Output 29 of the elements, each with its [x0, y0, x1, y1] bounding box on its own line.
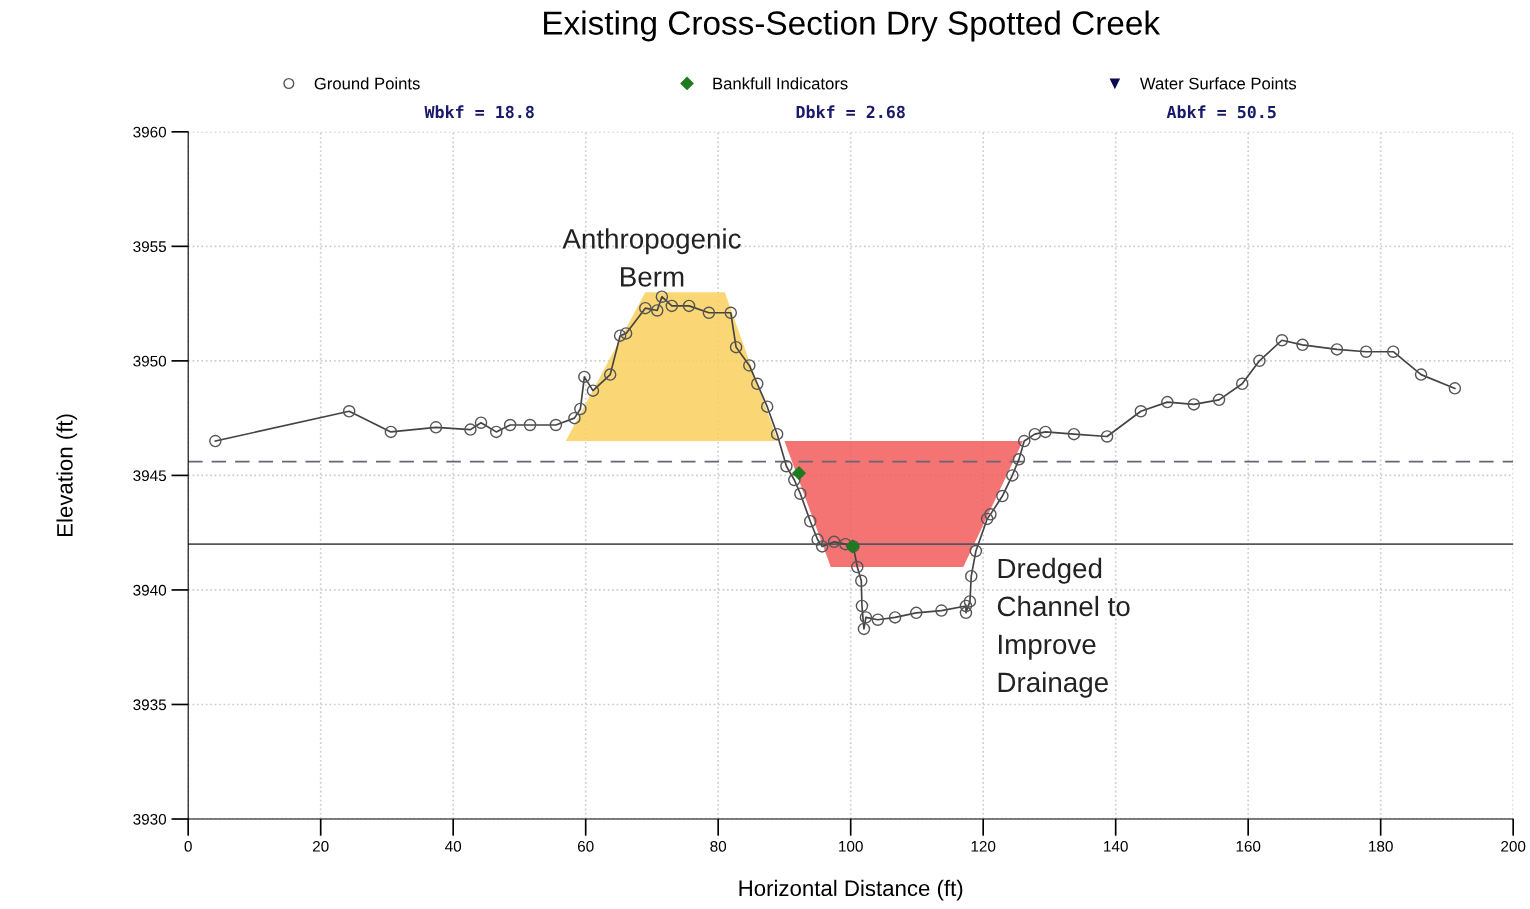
y-tick-label: 3950 — [133, 355, 167, 367]
x-tick-label: 20 — [312, 840, 329, 852]
text: Dbkf = 2.68 — [796, 105, 905, 119]
x-axis-title: Horizontal Distance (ft) — [739, 879, 963, 901]
x-tick-label: 180 — [1369, 840, 1393, 852]
y-tick-label: 3945 — [133, 470, 167, 482]
x-tick-label: 60 — [577, 840, 594, 852]
text: Wbkf = 18.8 — [424, 105, 534, 119]
x-tick-label: 80 — [710, 840, 727, 852]
x-tick-label: 0 — [184, 840, 192, 852]
x-tick-label: 100 — [839, 840, 863, 852]
legend-label: Bankfull Indicators — [713, 77, 848, 90]
x-tick-label: 40 — [445, 840, 462, 852]
annotation: Anthropogenic Berm — [562, 228, 741, 287]
x-tick-label: 160 — [1236, 840, 1261, 852]
y-tick-label: 3935 — [133, 699, 167, 711]
y-tick-label: 3940 — [133, 584, 167, 596]
chart-title: Existing Cross-Section Dry Spotted Creek — [544, 10, 1161, 42]
legend-label: Ground Points — [314, 77, 420, 90]
y-tick-label: 3930 — [133, 813, 167, 825]
x-tick-label: 200 — [1501, 840, 1526, 852]
legend-label: Water Surface Points — [1139, 77, 1297, 90]
y-tick-label: 3960 — [133, 126, 167, 138]
annotation: Dredged Channel to Improve Drainage — [997, 557, 1130, 698]
x-tick-label: 120 — [971, 840, 996, 852]
y-tick-label: 3955 — [133, 241, 167, 253]
x-tick-label: 140 — [1104, 840, 1128, 852]
y-axis-title: Elevation (ft) — [56, 414, 78, 536]
text: Abkf = 50.5 — [1166, 105, 1276, 119]
